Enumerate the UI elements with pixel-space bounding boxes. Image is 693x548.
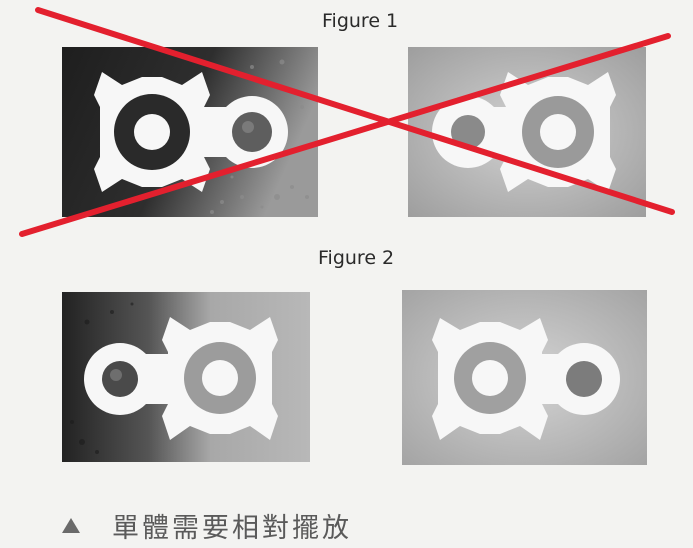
figure-2-caption: Figure 2 [318, 247, 395, 269]
footer-caption-line: 單體需要相對擺放 [62, 505, 352, 545]
figure-1-caption: Figure 1 [322, 10, 399, 32]
photo-dark-background-correct [62, 292, 310, 462]
photo-dark-background-wrong [62, 47, 318, 217]
photo-light-background-wrong [408, 47, 646, 217]
photo-light-background-correct [402, 290, 647, 465]
triangle-up-icon [62, 517, 80, 533]
footer-caption-text: 單體需要相對擺放 [112, 512, 352, 544]
